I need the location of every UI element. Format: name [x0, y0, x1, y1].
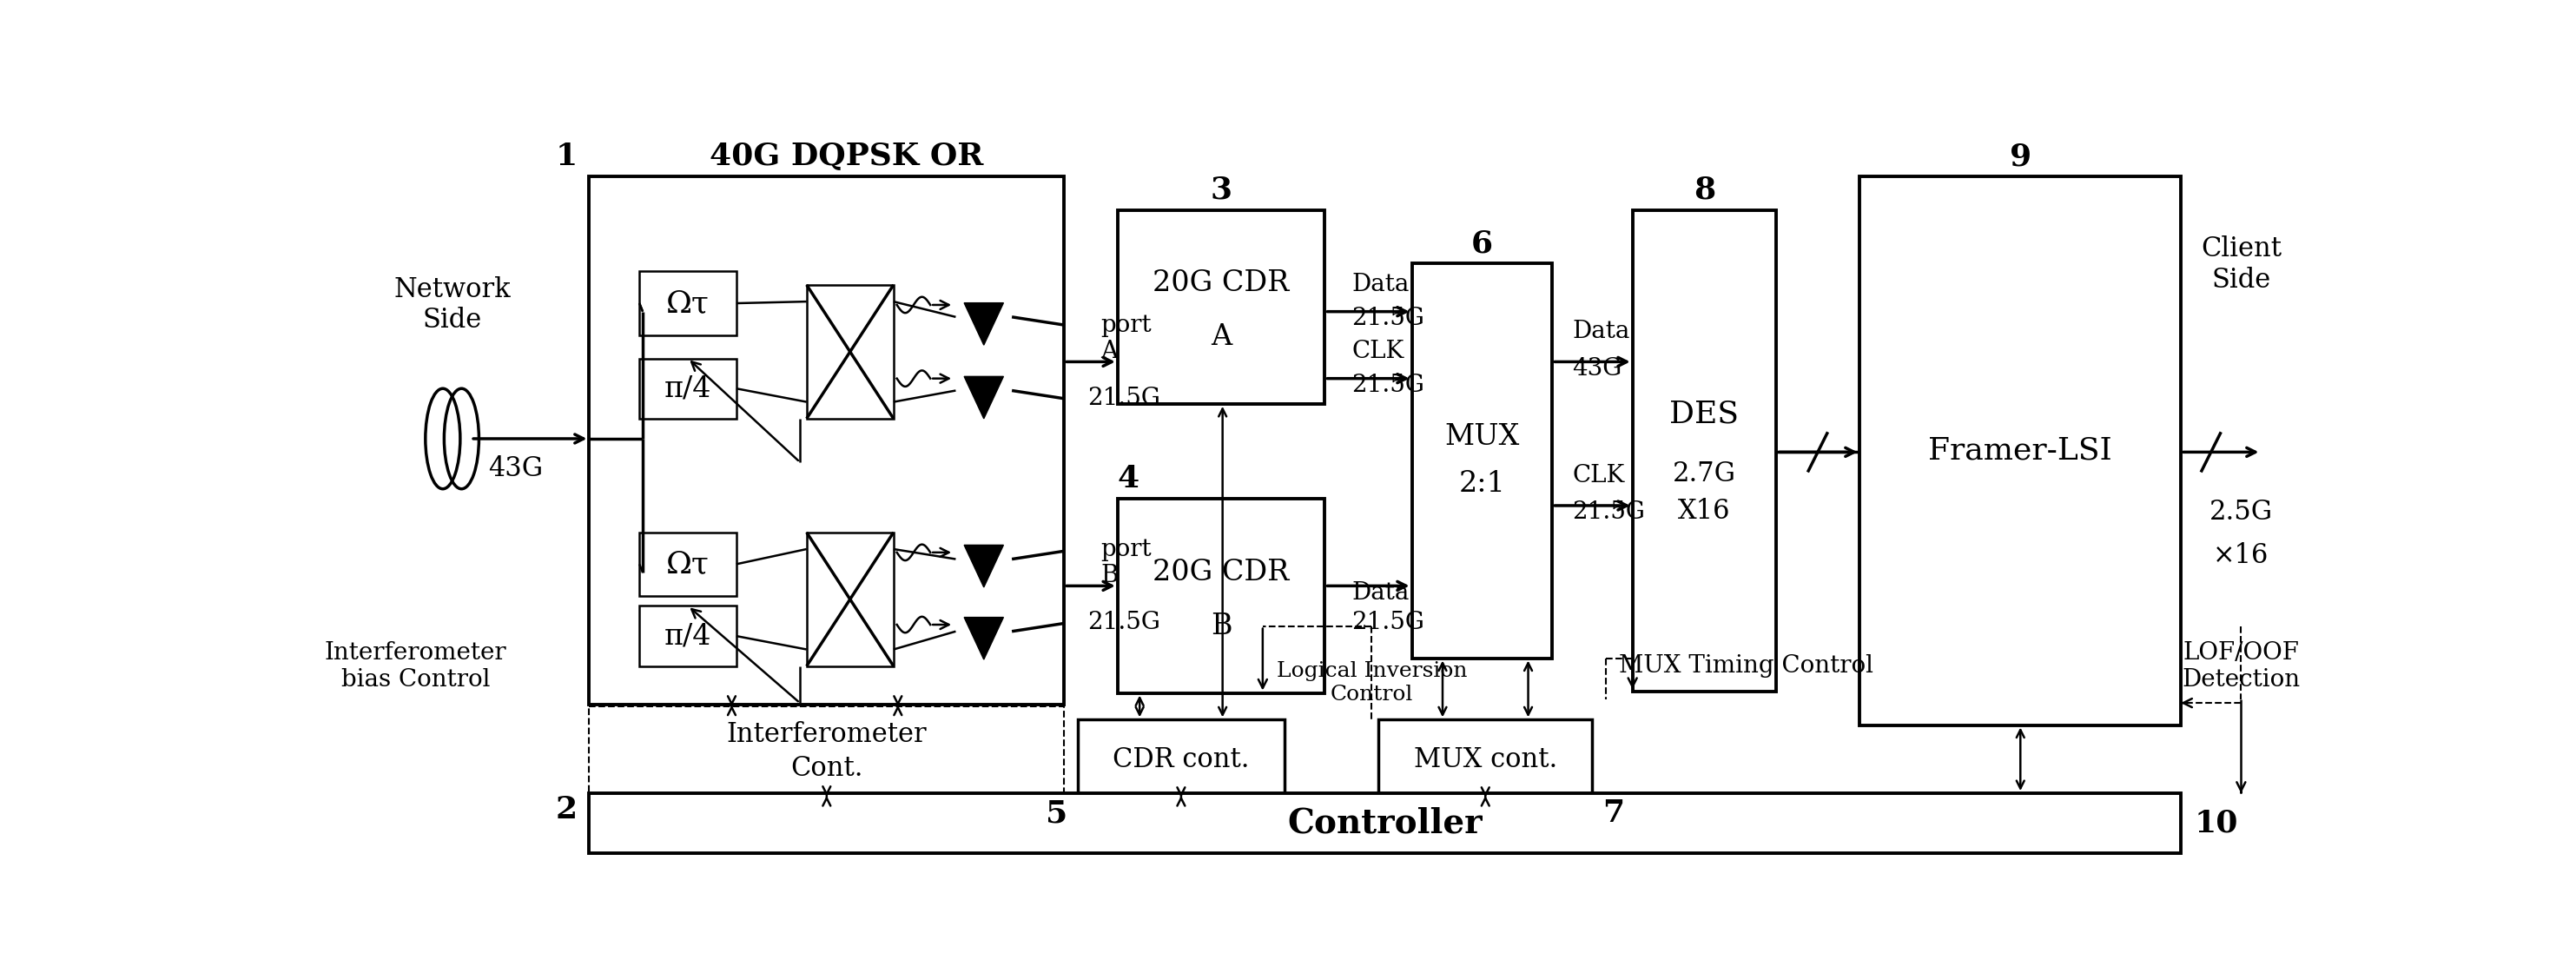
Text: port: port [1100, 314, 1151, 337]
Text: Ωτ: Ωτ [667, 550, 708, 579]
Polygon shape [963, 617, 1005, 660]
Text: MUX Timing Control: MUX Timing Control [1618, 655, 1873, 678]
Text: LOF/OOF
Detection: LOF/OOF Detection [2182, 641, 2300, 692]
Bar [590, 176, 1064, 705]
Text: Data: Data [1571, 319, 1631, 343]
Text: B: B [1100, 564, 1118, 588]
Bar [639, 359, 737, 418]
Text: CLK: CLK [1571, 464, 1625, 487]
Text: 21.5G: 21.5G [1352, 373, 1425, 397]
Bar [806, 532, 894, 666]
Bar [1118, 499, 1324, 693]
Bar [1077, 719, 1285, 800]
Bar [1378, 719, 1592, 800]
Text: π/4: π/4 [665, 622, 711, 650]
Text: 21.5G: 21.5G [1571, 501, 1646, 524]
Bar [1118, 210, 1324, 404]
Bar [1860, 176, 2182, 725]
Text: X16: X16 [1677, 498, 1731, 524]
Text: 7: 7 [1602, 799, 1625, 828]
Text: B: B [1211, 612, 1231, 640]
Text: 21.5G: 21.5G [1352, 611, 1425, 634]
Text: Logical Inversion
Control: Logical Inversion Control [1275, 662, 1466, 705]
Text: 20G CDR: 20G CDR [1154, 270, 1291, 297]
Text: CLK: CLK [1352, 340, 1404, 364]
Text: 21.5G: 21.5G [1087, 611, 1162, 634]
Bar [590, 793, 2182, 854]
Text: 40G DQPSK OR: 40G DQPSK OR [711, 142, 984, 172]
Text: ×16: ×16 [2213, 542, 2269, 569]
Text: 1: 1 [556, 142, 577, 172]
Text: Interferometer
bias Control: Interferometer bias Control [325, 641, 507, 692]
Text: Data: Data [1352, 581, 1409, 605]
Text: 9: 9 [2009, 142, 2032, 172]
Text: 2.5G: 2.5G [2210, 499, 2272, 525]
Text: Network
Side: Network Side [394, 276, 510, 334]
Text: Data: Data [1352, 273, 1409, 297]
Text: 43G: 43G [489, 456, 544, 482]
Text: Client
Side: Client Side [2200, 236, 2282, 294]
Text: π/4: π/4 [665, 374, 711, 403]
Text: 20G CDR: 20G CDR [1154, 559, 1291, 586]
Text: Interferometer: Interferometer [726, 721, 927, 748]
Text: A: A [1100, 340, 1118, 364]
Bar [639, 532, 737, 596]
Text: 2:1: 2:1 [1458, 470, 1504, 498]
Text: 43G: 43G [1571, 357, 1623, 380]
Text: 3: 3 [1211, 175, 1231, 205]
Text: 5: 5 [1046, 799, 1066, 828]
Text: 21.5G: 21.5G [1352, 307, 1425, 330]
Text: CDR cont.: CDR cont. [1113, 747, 1249, 773]
Text: 21.5G: 21.5G [1087, 387, 1162, 411]
Bar [806, 285, 894, 418]
Bar [590, 707, 1064, 797]
Bar [639, 606, 737, 666]
Text: 6: 6 [1471, 228, 1494, 258]
Text: A: A [1211, 323, 1231, 351]
Text: 8: 8 [1692, 175, 1716, 205]
Text: Cont.: Cont. [791, 755, 863, 782]
Bar [639, 271, 737, 335]
Polygon shape [963, 545, 1005, 587]
Text: Framer-LSI: Framer-LSI [1929, 436, 2112, 465]
Text: 2.7G: 2.7G [1672, 461, 1736, 488]
Text: Controller: Controller [1288, 807, 1484, 840]
Text: 2: 2 [556, 795, 577, 825]
Polygon shape [963, 376, 1005, 418]
Text: MUX: MUX [1445, 423, 1520, 451]
Bar [1412, 264, 1553, 659]
Text: port: port [1100, 537, 1151, 561]
Bar [1633, 210, 1777, 692]
Text: MUX cont.: MUX cont. [1414, 747, 1556, 773]
Text: Ωτ: Ωτ [667, 288, 708, 318]
Text: 10: 10 [2195, 808, 2239, 838]
Text: DES: DES [1669, 399, 1739, 428]
Polygon shape [963, 303, 1005, 345]
Text: 4: 4 [1118, 465, 1139, 494]
